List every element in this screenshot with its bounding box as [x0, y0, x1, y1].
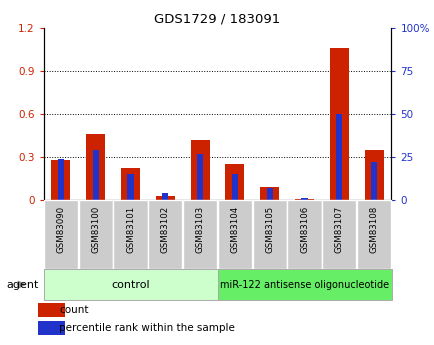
Bar [148, 200, 182, 269]
Bar [58, 159, 64, 200]
Bar [43, 269, 217, 300]
Text: GSM83090: GSM83090 [56, 206, 65, 253]
Text: GSM83108: GSM83108 [369, 206, 378, 253]
Bar [225, 164, 244, 200]
Bar [155, 196, 174, 200]
Bar [162, 193, 168, 200]
Bar [364, 150, 383, 200]
Bar [335, 114, 342, 200]
Bar [231, 174, 237, 200]
Bar [190, 140, 209, 200]
Bar [217, 200, 251, 269]
Bar [260, 187, 279, 200]
Bar [127, 174, 133, 200]
Bar [86, 134, 105, 200]
Text: GSM83101: GSM83101 [126, 206, 135, 253]
Bar [266, 188, 272, 200]
Text: control: control [111, 280, 149, 289]
Text: GSM83107: GSM83107 [334, 206, 343, 253]
Bar [92, 150, 99, 200]
Bar [44, 200, 78, 269]
Bar [322, 200, 355, 269]
Bar [329, 48, 348, 200]
Text: count: count [59, 305, 89, 315]
Bar [121, 168, 140, 200]
Bar [79, 200, 112, 269]
Bar [217, 269, 391, 300]
Text: GSM83104: GSM83104 [230, 206, 239, 253]
Bar [294, 199, 313, 200]
Bar [301, 198, 307, 200]
Bar [252, 200, 286, 269]
Text: GSM83106: GSM83106 [299, 206, 308, 253]
Bar [51, 160, 70, 200]
Bar [356, 200, 390, 269]
Text: GSM83103: GSM83103 [195, 206, 204, 253]
Text: GDS1729 / 183091: GDS1729 / 183091 [154, 12, 280, 25]
Text: percentile rank within the sample: percentile rank within the sample [59, 323, 234, 333]
Bar [197, 154, 203, 200]
Bar [183, 200, 217, 269]
Text: agent: agent [7, 280, 39, 289]
Bar [287, 200, 321, 269]
Bar [38, 321, 65, 335]
Text: GSM83105: GSM83105 [265, 206, 273, 253]
Text: GSM83102: GSM83102 [161, 206, 169, 253]
Text: miR-122 antisense oligonucleotide: miR-122 antisense oligonucleotide [220, 280, 388, 289]
Text: GSM83100: GSM83100 [91, 206, 100, 253]
Bar [370, 162, 376, 200]
Bar [113, 200, 147, 269]
Bar [38, 303, 65, 317]
